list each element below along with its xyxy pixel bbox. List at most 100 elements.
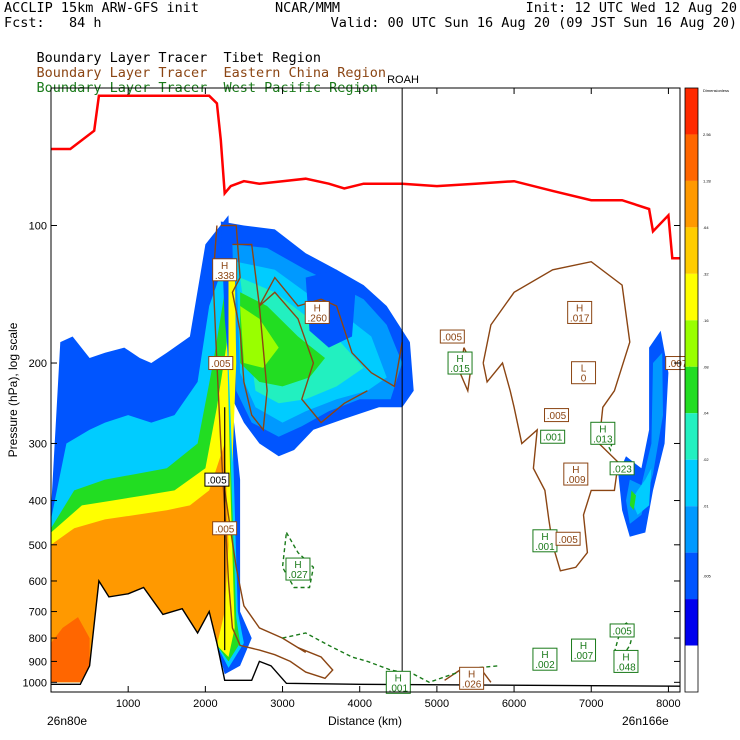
annotation-frame: [204, 472, 230, 487]
colorbar-level-label: .32: [703, 271, 709, 276]
colorbar-frame: [684, 87, 699, 693]
annotation-frame: [532, 647, 558, 671]
annotation-box: H.015: [447, 351, 473, 375]
tracer-contour-7: [281, 532, 315, 589]
x-axis-label: Distance (km): [328, 714, 402, 728]
colorbar-swatch: [685, 506, 698, 553]
annotation-value: .001: [389, 683, 409, 694]
annotation-value: .001: [535, 542, 555, 553]
annotation-frame: [609, 461, 635, 476]
annotation-box: .005: [204, 472, 230, 487]
colorbar-swatch: [685, 459, 698, 507]
terrain-line: [51, 578, 680, 687]
annotation-kind: H: [221, 261, 228, 272]
plot-frame: [50, 87, 681, 693]
colorbar-swatch: [685, 88, 698, 135]
annotation-frame: [285, 557, 311, 581]
annotation-box: H.007: [571, 638, 597, 662]
annotation-frame: [571, 638, 597, 662]
annotation-box: .001: [540, 429, 566, 444]
colorbar-swatch: [685, 134, 698, 181]
legend-region: Tibet Region: [223, 50, 322, 66]
x-tick-label: 6000: [502, 698, 526, 710]
valid-time: Valid: 00 UTC Sun 16 Aug 20 (09 JST Sun …: [330, 15, 737, 31]
annotation-box: .005: [609, 623, 635, 638]
annotation-value: .007: [574, 651, 594, 662]
annotation-box: H.260: [304, 300, 330, 324]
annotation-box: H.027: [285, 557, 311, 581]
annotation-box: L0: [571, 361, 597, 385]
tracer-contour-3: [224, 490, 307, 653]
annotation-value: .005: [612, 626, 632, 637]
annotation-frame: [571, 361, 597, 385]
y-tick-label: 300: [29, 438, 47, 450]
y-tick-label: 100: [29, 221, 47, 233]
annotation-value: .017: [570, 313, 590, 324]
colorbar-title: Dimensionless: [703, 88, 729, 93]
annotation-box: H.001: [532, 529, 558, 553]
annotation-box: H.338: [212, 258, 238, 282]
annotation-value: .007: [668, 359, 688, 370]
y-tick-label: 500: [29, 540, 47, 552]
annotation-value: .005: [547, 411, 567, 422]
x-tick-label: 8000: [656, 698, 680, 710]
colorbar-level-label: .16: [703, 318, 709, 323]
tracer-contour-2: [212, 225, 334, 680]
tracer-contour-0: [220, 224, 368, 432]
model-title: ACCLIP 15km ARW-GFS init: [4, 0, 200, 16]
annotation-box: .005: [439, 329, 465, 344]
annotation-frame: [447, 351, 473, 375]
annotation-kind: H: [541, 650, 548, 661]
colorbar-swatch: [685, 552, 698, 600]
annotation-value: .005: [211, 359, 231, 370]
annotation-kind: H: [294, 560, 301, 571]
annotation-box: H.026: [459, 666, 485, 690]
annotation-box: .005: [208, 356, 234, 371]
annotation-kind: H: [456, 354, 463, 365]
annotation-frame: [590, 421, 616, 445]
annotation-value: .015: [450, 364, 470, 375]
annotation-kind: H: [395, 673, 402, 684]
annotation-kind: H: [599, 424, 606, 435]
annotation-kind: H: [622, 652, 629, 663]
colorbar-level-label: .005: [703, 573, 712, 578]
x-start-location: 26n80e: [47, 714, 87, 728]
annotation-value: .005: [443, 333, 463, 344]
annotation-kind: H: [468, 669, 475, 680]
colorbar-level-label: .64: [703, 225, 709, 230]
annotation-kind: L: [581, 364, 587, 375]
annotation-value: .002: [535, 660, 555, 671]
annotation-box: H.001: [385, 670, 411, 694]
colorbar-swatch: [685, 645, 698, 692]
annotation-value: .001: [543, 433, 563, 444]
tracer-fill-11: [240, 306, 279, 368]
annotation-value: .338: [215, 271, 235, 282]
y-tick-label: 200: [29, 358, 47, 370]
y-tick-label: 800: [29, 633, 47, 645]
tracer-fill-4: [51, 443, 229, 683]
annotation-box: .005: [212, 521, 238, 536]
colorbar-level-label: .01: [703, 504, 709, 509]
annotation-value: .027: [288, 570, 308, 581]
y-axis-label: Pressure (hPa), log scale: [6, 322, 20, 457]
annotation-frame: [613, 649, 639, 673]
x-tick-label: 7000: [579, 698, 603, 710]
tracer-fill-15: [626, 352, 663, 524]
annotation-kind: H: [572, 465, 579, 476]
x-tick-label: 4000: [347, 698, 371, 710]
annotation-kind: H: [580, 641, 587, 652]
annotation-value: .026: [462, 679, 482, 690]
annotation-frame: [212, 258, 238, 282]
x-tick-label: 3000: [270, 698, 294, 710]
annotation-value: .009: [566, 475, 586, 486]
annotation-frame: [563, 462, 589, 486]
annotation-value: .005: [215, 524, 235, 535]
tracer-contour-1: [232, 243, 403, 388]
legend-entry-tibet: Boundary Layer Tracer Tibet Region: [4, 36, 322, 81]
tracer-contour-4: [482, 260, 631, 572]
annotation-kind: H: [576, 303, 583, 314]
x-tick-label: 5000: [425, 698, 449, 710]
tracer-fill-5: [51, 617, 90, 683]
y-tick-label: 700: [29, 607, 47, 619]
